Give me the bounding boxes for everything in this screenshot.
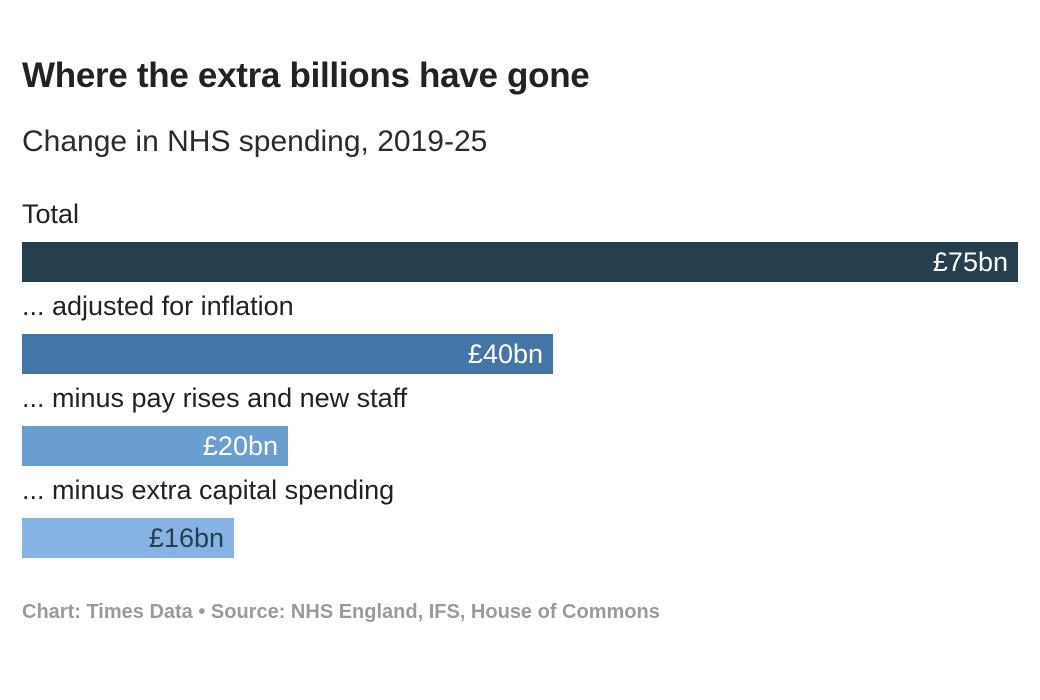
bar-row: ... minus pay rises and new staff £20bn [22, 382, 1018, 474]
chart-title: Where the extra billions have gone [22, 56, 590, 95]
bar-value-label: £20bn [202, 431, 278, 461]
chart-source-footer: Chart: Times Data • Source: NHS England,… [22, 601, 660, 623]
chart-subtitle: Change in NHS spending, 2019-25 [22, 125, 488, 158]
bar-row: ... adjusted for inflation £40bn [22, 290, 1018, 382]
bar-value-label: £40bn [467, 339, 543, 369]
bar-category-label: Total [22, 199, 80, 229]
bar: £75bn [22, 242, 1018, 282]
bar-category-label: ... adjusted for inflation [22, 291, 294, 321]
bar: £40bn [22, 334, 553, 374]
bar-category-label: ... minus extra capital spending [22, 475, 395, 505]
bar: £20bn [22, 426, 288, 466]
bar-row: ... minus extra capital spending £16bn [22, 474, 1018, 566]
bar: £16bn [22, 518, 234, 558]
bar-value-label: £75bn [932, 247, 1008, 277]
bar-value-label: £16bn [148, 523, 224, 553]
bar-row: Total £75bn [22, 198, 1018, 290]
bar-category-label: ... minus pay rises and new staff [22, 383, 408, 413]
